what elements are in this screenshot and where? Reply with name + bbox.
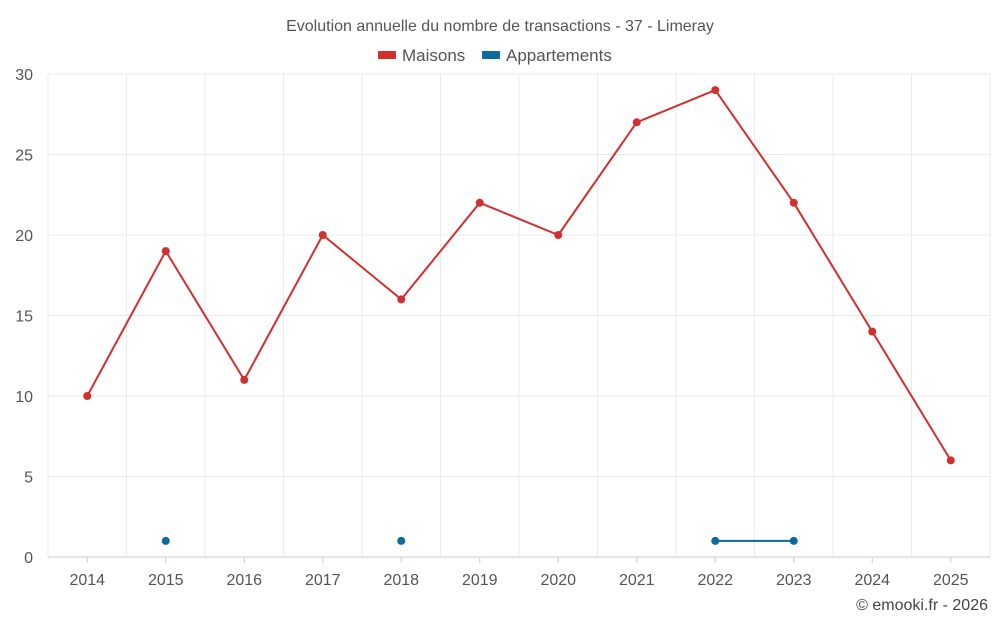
- y-tick-label: 30: [15, 67, 33, 84]
- legend-swatch-appartements[interactable]: [482, 51, 500, 59]
- data-point-maisons-2021[interactable]: [632, 118, 641, 127]
- data-point-maisons-2020[interactable]: [554, 231, 563, 239]
- data-point-maisons-2017[interactable]: [318, 231, 327, 239]
- y-tick-label: 0: [24, 550, 33, 567]
- y-tick-label: 5: [24, 470, 33, 487]
- x-tick-label: 2017: [305, 572, 341, 589]
- x-tick-label: 2021: [619, 572, 655, 589]
- series: [83, 86, 955, 545]
- x-tick-label: 2016: [226, 572, 262, 589]
- x-tick-label: 2024: [854, 572, 890, 589]
- grid: [47, 73, 991, 557]
- series-line-maisons: [86, 89, 952, 461]
- axes: [48, 556, 990, 563]
- legend-label-appartements[interactable]: Appartements: [506, 46, 612, 65]
- x-tick-label: 2025: [933, 572, 969, 589]
- x-tick-label: 2020: [540, 572, 576, 589]
- x-tick-label: 2022: [697, 572, 733, 589]
- data-point-appartements-2022[interactable]: [711, 536, 720, 545]
- data-point-maisons-2024[interactable]: [868, 327, 877, 336]
- legend: Maisons Appartements: [378, 46, 612, 65]
- legend-label-maisons[interactable]: Maisons: [402, 46, 465, 65]
- data-point-maisons-2025[interactable]: [946, 456, 955, 465]
- data-point-appartements-2015[interactable]: [161, 536, 170, 545]
- x-tick-label: 2015: [148, 572, 184, 589]
- data-point-maisons-2014[interactable]: [83, 392, 92, 400]
- x-tick-label: 2019: [462, 572, 498, 589]
- data-point-maisons-2022[interactable]: [711, 86, 720, 95]
- data-point-maisons-2023[interactable]: [789, 198, 798, 207]
- data-point-maisons-2018[interactable]: [397, 295, 406, 304]
- x-tick-label: 2014: [69, 572, 105, 589]
- y-axis-ticks: 0 5 10 15 20 25 30: [15, 67, 33, 567]
- data-point-appartements-2018[interactable]: [397, 536, 406, 545]
- y-tick-label: 15: [15, 309, 33, 326]
- x-tick-label: 2023: [776, 572, 812, 589]
- chart-title: Evolution annuelle du nombre de transact…: [286, 18, 714, 35]
- data-point-appartements-2023[interactable]: [789, 536, 798, 545]
- data-point-maisons-2016[interactable]: [240, 375, 249, 384]
- x-tick-label: 2018: [383, 572, 419, 589]
- credit: © emooki.fr - 2026: [856, 597, 988, 614]
- y-tick-label: 20: [15, 228, 33, 245]
- legend-swatch-maisons[interactable]: [378, 51, 396, 59]
- y-tick-label: 10: [15, 389, 33, 406]
- x-axis-ticks: 2014 2015 2016 2017 2018 2019 2020 2021 2022 2023…: [69, 572, 968, 589]
- data-point-maisons-2019[interactable]: [475, 198, 484, 207]
- y-tick-label: 25: [15, 148, 33, 165]
- data-point-maisons-2015[interactable]: [161, 247, 170, 256]
